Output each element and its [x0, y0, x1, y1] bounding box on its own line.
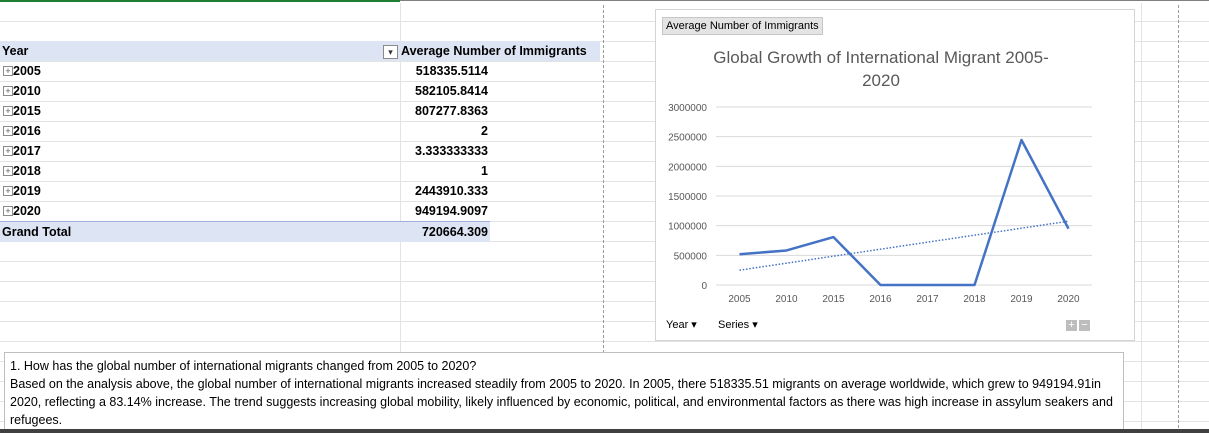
- pivot-row[interactable]: +2016 2: [0, 121, 490, 141]
- expand-icon[interactable]: +: [3, 66, 13, 76]
- expand-icon[interactable]: +: [3, 86, 13, 96]
- row-year: 2019: [13, 184, 41, 198]
- question-text: 1. How has the global number of internat…: [10, 359, 477, 373]
- grand-total-row[interactable]: Grand Total 720664.309: [0, 221, 490, 242]
- x-tick-label: 2005: [728, 294, 751, 305]
- pivot-header-row: Year ▾ Average Number of Immigrants: [0, 41, 600, 61]
- row-year: 2005: [13, 64, 41, 78]
- y-tick-label: 1000000: [668, 222, 707, 233]
- series-line[interactable]: [739, 138, 1070, 287]
- row-year: 2015: [13, 104, 41, 118]
- x-tick-label: 2015: [822, 294, 845, 305]
- sheet-top-border: [0, 0, 1209, 3]
- row-year: 2017: [13, 144, 41, 158]
- pivot-row[interactable]: +2017 3.333333333: [0, 141, 490, 161]
- row-value: 807277.8363: [415, 104, 488, 118]
- trendline[interactable]: [739, 220, 1069, 271]
- expand-icon[interactable]: +: [3, 166, 13, 176]
- chart-title-line-2: 2020: [862, 71, 900, 90]
- filter-icon[interactable]: ▾: [383, 45, 398, 59]
- chevron-down-icon: ▾: [752, 319, 758, 331]
- column-divider: [400, 0, 401, 433]
- analysis-textbox[interactable]: 1. How has the global number of internat…: [4, 352, 1124, 432]
- row-year: 2018: [13, 164, 41, 178]
- axis-field-label: Year: [666, 319, 689, 331]
- x-tick-label: 2018: [963, 294, 986, 305]
- x-tick-label: 2010: [775, 294, 798, 305]
- expand-icon[interactable]: +: [3, 186, 13, 196]
- row-value: 949194.9097: [415, 204, 488, 218]
- y-tick-label: 1500000: [668, 192, 707, 203]
- column-divider: [1141, 0, 1142, 433]
- page-break-line: [1178, 0, 1179, 433]
- pivot-row[interactable]: +2018 1: [0, 161, 490, 181]
- expand-icon[interactable]: +: [3, 126, 13, 136]
- row-value: 1: [481, 164, 488, 178]
- row-value: 518335.5114: [415, 64, 488, 78]
- y-tick-label: 500000: [674, 251, 708, 262]
- row-year: 2016: [13, 124, 41, 138]
- row-year: 2020: [13, 204, 41, 218]
- legend-field-button[interactable]: Series ▾: [714, 316, 762, 334]
- row-value: 3.333333333: [415, 144, 488, 158]
- pivot-row[interactable]: +2015 807277.8363: [0, 101, 490, 121]
- x-tick-label: 2020: [1057, 294, 1080, 305]
- collapse-field-button[interactable]: −: [1079, 320, 1090, 331]
- row-value: 582105.8414: [415, 84, 488, 98]
- value-field-header[interactable]: Average Number of Immigrants: [401, 44, 587, 58]
- legend-field-label: Series: [718, 319, 750, 331]
- axis-field-button[interactable]: Year ▾: [662, 316, 701, 334]
- y-tick-label: 2000000: [668, 162, 707, 173]
- filter-icon: ▾: [691, 319, 697, 331]
- value-field-button[interactable]: Average Number of Immigrants: [662, 17, 823, 35]
- row-value: 2: [481, 124, 488, 138]
- y-tick-label: 3000000: [668, 103, 707, 114]
- expand-field-button[interactable]: +: [1066, 320, 1077, 331]
- grand-total-value: 720664.309: [421, 225, 488, 239]
- chart-title-line-1: Global Growth of International Migrant 2…: [713, 48, 1049, 67]
- sheet-bottom-bar: [0, 429, 1209, 433]
- chart-plot-area[interactable]: 3000000 2500000 2000000 1500000 1000000 50000…: [656, 10, 1134, 340]
- x-tick-label: 2017: [916, 294, 939, 305]
- expand-icon[interactable]: +: [3, 106, 13, 116]
- expand-icon[interactable]: +: [3, 206, 13, 216]
- expand-icon[interactable]: +: [3, 146, 13, 156]
- expand-collapse-buttons: + −: [1064, 319, 1090, 331]
- grand-total-label: Grand Total: [2, 225, 72, 239]
- y-tick-label: 0: [701, 281, 707, 292]
- chart-title: Global Growth of International Migrant 2…: [696, 46, 1066, 92]
- pivot-chart[interactable]: Average Number of Immigrants Global Grow…: [655, 9, 1135, 341]
- x-tick-label: 2019: [1010, 294, 1033, 305]
- pivot-row[interactable]: +2005 518335.5114: [0, 61, 490, 81]
- x-tick-label: 2016: [869, 294, 892, 305]
- row-year: 2010: [13, 84, 41, 98]
- pivot-row[interactable]: +2019 2443910.333: [0, 181, 490, 201]
- row-labels-header[interactable]: Year: [2, 44, 29, 58]
- answer-text: Based on the analysis above, the global …: [10, 377, 1113, 427]
- row-value: 2443910.333: [415, 184, 488, 198]
- pivot-row[interactable]: +2010 582105.8414: [0, 81, 490, 101]
- pivot-row[interactable]: +2020 949194.9097: [0, 201, 490, 221]
- y-tick-label: 2500000: [668, 133, 707, 144]
- page-break-line: [603, 0, 604, 433]
